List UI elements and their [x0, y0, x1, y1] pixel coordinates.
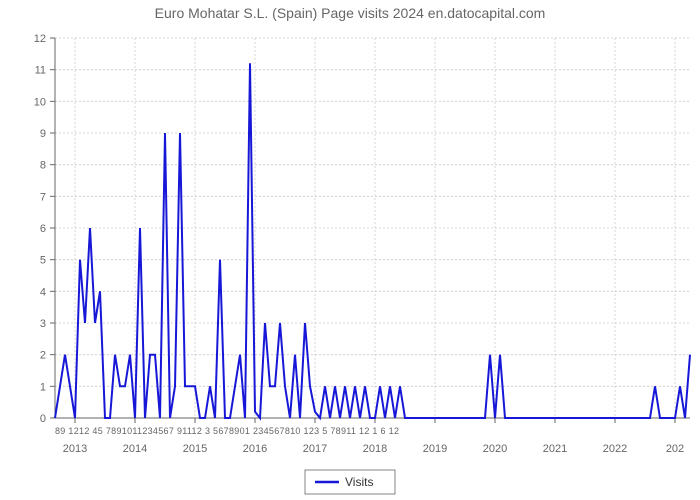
x-year-label: 2021: [543, 443, 567, 455]
y-tick-label: 11: [35, 65, 46, 77]
x-year-label: 2022: [603, 443, 627, 455]
y-tick-label: 2: [40, 350, 46, 362]
chart-title: Euro Mohatar S.L. (Spain) Page visits 20…: [155, 5, 546, 21]
y-tick-label: 7: [40, 191, 46, 203]
x-year-label: 2016: [243, 443, 267, 455]
visits-line-chart: Euro Mohatar S.L. (Spain) Page visits 20…: [0, 0, 700, 500]
x-year-label: 2015: [183, 443, 207, 455]
y-tick-label: 5: [40, 255, 46, 267]
x-year-label: 2014: [123, 443, 147, 455]
y-tick-label: 1: [40, 381, 46, 393]
y-tick-label: 10: [34, 96, 46, 108]
x-minor-labels: 89 1212 45 7891011234567 91112 3 5678901…: [55, 426, 399, 436]
y-tick-label: 12: [34, 33, 46, 45]
x-year-label: 2020: [483, 443, 507, 455]
x-year-label: 2019: [423, 443, 447, 455]
y-tick-label: 3: [40, 318, 46, 330]
y-tick-label: 8: [40, 160, 46, 172]
y-tick-label: 4: [40, 286, 46, 298]
legend-label: Visits: [345, 475, 373, 489]
y-tick-label: 0: [40, 413, 46, 425]
legend: Visits: [305, 470, 395, 494]
y-tick-label: 9: [40, 128, 46, 140]
x-year-label: 202: [666, 443, 684, 455]
x-year-label: 2018: [363, 443, 387, 455]
x-year-label: 2017: [303, 443, 327, 455]
x-year-label: 2013: [63, 443, 87, 455]
y-tick-label: 6: [40, 223, 46, 235]
chart-bg: [0, 0, 700, 500]
